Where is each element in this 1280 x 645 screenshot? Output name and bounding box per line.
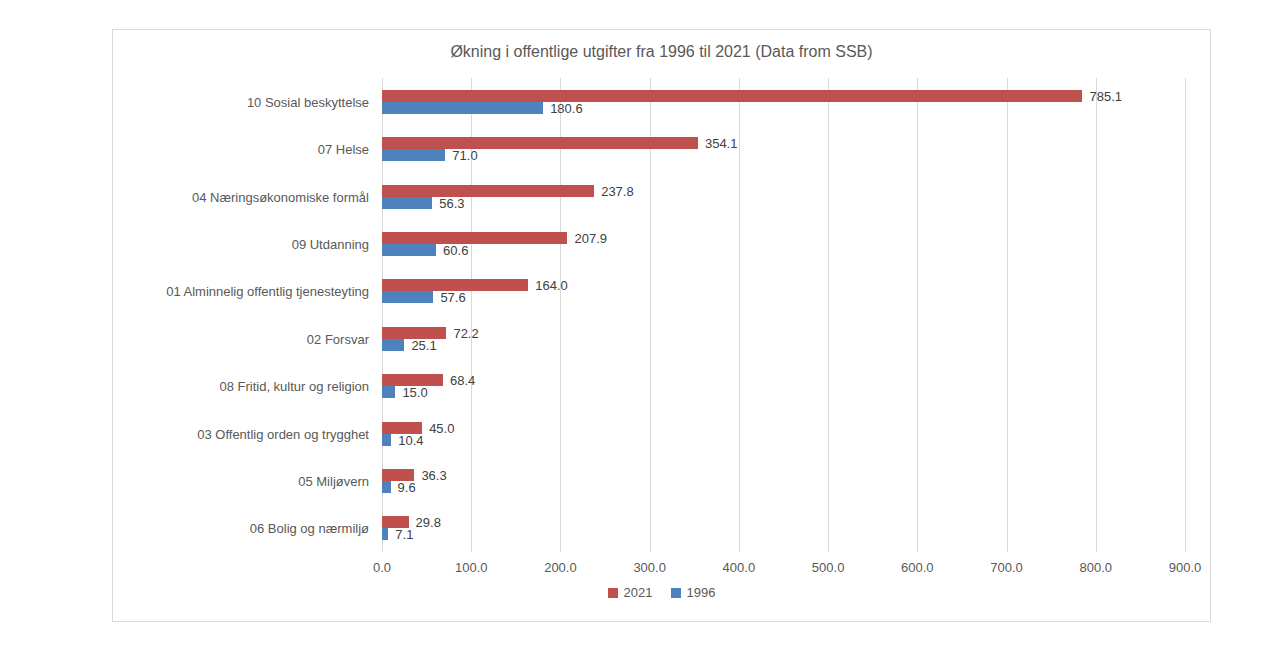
- plot-area: 0.0100.0200.0300.0400.0500.0600.0700.080…: [382, 78, 1185, 552]
- chart-title: Økning i offentlige utgifter fra 1996 ti…: [113, 43, 1210, 61]
- bar-1996: [382, 339, 404, 351]
- category-label: 10 Sosial beskyttelse: [247, 94, 369, 109]
- category-label: 08 Fritid, kultur og religion: [219, 379, 369, 394]
- data-label-1996: 180.6: [550, 100, 583, 115]
- x-axis-tick-label: 100.0: [455, 560, 488, 575]
- gridline: [1185, 78, 1186, 552]
- data-label-2021: 785.1: [1089, 88, 1122, 103]
- data-label-2021: 164.0: [535, 278, 568, 293]
- category-label: 07 Helse: [318, 142, 369, 157]
- bar-1996: [382, 528, 388, 540]
- bar-1996: [382, 291, 433, 303]
- gridline: [560, 78, 561, 552]
- x-axis-tick-label: 400.0: [723, 560, 756, 575]
- gridline: [917, 78, 918, 552]
- data-label-1996: 15.0: [402, 385, 427, 400]
- bar-1996: [382, 149, 445, 161]
- category-label: 01 Alminnelig offentlig tjenesteyting: [166, 284, 369, 299]
- gridline: [1007, 78, 1008, 552]
- bar-2021: [382, 232, 567, 244]
- data-label-2021: 29.8: [416, 515, 441, 530]
- category-label: 03 Offentlig orden og trygghet: [197, 426, 369, 441]
- data-label-2021: 68.4: [450, 373, 475, 388]
- data-label-1996: 10.4: [398, 432, 423, 447]
- category-label: 04 Næringsøkonomiske formål: [192, 189, 369, 204]
- data-label-2021: 72.2: [453, 325, 478, 340]
- bar-1996: [382, 244, 436, 256]
- data-label-1996: 71.0: [452, 148, 477, 163]
- data-label-2021: 354.1: [705, 136, 738, 151]
- legend-swatch-icon: [671, 588, 681, 598]
- x-axis-tick-label: 200.0: [544, 560, 577, 575]
- data-label-2021: 207.9: [574, 230, 607, 245]
- category-label: 06 Bolig og nærmiljø: [250, 521, 369, 536]
- bar-2021: [382, 90, 1082, 102]
- chart-legend: 2021 1996: [113, 585, 1210, 600]
- gridline: [650, 78, 651, 552]
- data-label-2021: 237.8: [601, 183, 634, 198]
- x-axis-tick-label: 0.0: [373, 560, 391, 575]
- category-label: 05 Miljøvern: [298, 473, 369, 488]
- data-label-1996: 25.1: [411, 337, 436, 352]
- bar-1996: [382, 481, 391, 493]
- legend-item-2021: 2021: [608, 585, 653, 600]
- legend-item-1996: 1996: [671, 585, 716, 600]
- bar-2021: [382, 185, 594, 197]
- x-axis-tick-label: 500.0: [812, 560, 845, 575]
- x-axis-tick-label: 900.0: [1169, 560, 1202, 575]
- chart-area: Økning i offentlige utgifter fra 1996 ti…: [112, 29, 1211, 622]
- x-axis-tick-label: 600.0: [901, 560, 934, 575]
- data-label-2021: 36.3: [421, 467, 446, 482]
- gridline: [1096, 78, 1097, 552]
- x-axis-tick-label: 300.0: [633, 560, 666, 575]
- category-label: 02 Forsvar: [307, 331, 369, 346]
- data-label-1996: 57.6: [440, 290, 465, 305]
- x-axis-tick-label: 700.0: [990, 560, 1023, 575]
- legend-swatch-icon: [608, 588, 618, 598]
- data-label-1996: 7.1: [395, 527, 413, 542]
- gridline: [828, 78, 829, 552]
- bar-1996: [382, 434, 391, 446]
- data-label-1996: 60.6: [443, 242, 468, 257]
- data-label-2021: 45.0: [429, 420, 454, 435]
- legend-label: 1996: [687, 585, 716, 600]
- data-label-1996: 9.6: [398, 479, 416, 494]
- x-axis-tick-label: 800.0: [1079, 560, 1112, 575]
- bar-1996: [382, 197, 432, 209]
- data-label-1996: 56.3: [439, 195, 464, 210]
- gridline: [739, 78, 740, 552]
- category-label: 09 Utdanning: [292, 236, 369, 251]
- bar-2021: [382, 137, 698, 149]
- bar-1996: [382, 386, 395, 398]
- bar-1996: [382, 102, 543, 114]
- legend-label: 2021: [624, 585, 653, 600]
